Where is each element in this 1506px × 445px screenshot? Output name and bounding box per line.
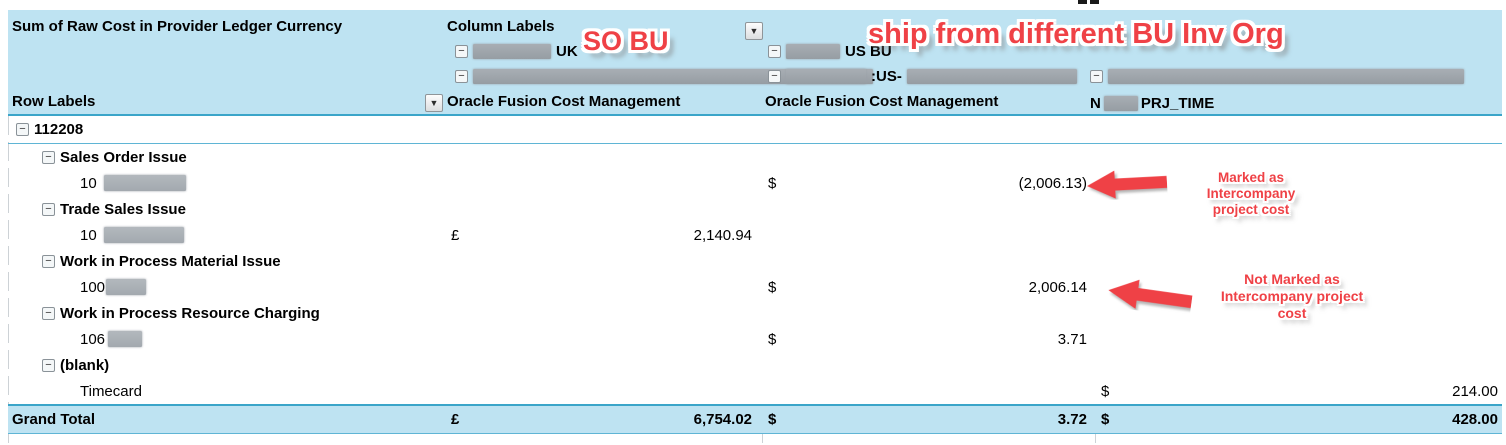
- table-row-category: − Work in Process Resource Charging: [8, 300, 1502, 326]
- group3-source-label: PRJ_TIME: [1140, 94, 1215, 112]
- table-row-item: 10 $ (2,006.13): [8, 170, 1502, 196]
- row-label: 10: [80, 226, 97, 244]
- table-row-item: 106 $3.71: [8, 326, 1502, 352]
- cell-value: 214.00: [1452, 382, 1498, 400]
- cell-value: 2,006.14: [1028, 278, 1087, 296]
- cell-value: (2,006.13): [1018, 174, 1087, 192]
- grand-total-row: Grand Total £6,754.02 $3.72 $428.00: [8, 404, 1502, 434]
- annotation-so-bu: SO BU: [583, 26, 669, 56]
- column-labels-filter-button[interactable]: ▼: [745, 22, 763, 40]
- grand-total-value: 3.72: [1057, 411, 1087, 428]
- redacted-text: [106, 279, 147, 295]
- gridline-stub: [8, 434, 9, 443]
- table-row-item: 10 £2,140.94: [8, 222, 1502, 248]
- collapse-minus-icon[interactable]: −: [455, 69, 468, 83]
- red-arrow-icon: [1087, 170, 1168, 199]
- collapse-minus-icon[interactable]: −: [768, 69, 781, 83]
- group3-source-prefix: N: [1090, 94, 1101, 112]
- annotation-marked-as: Marked as Intercompany project cost: [1206, 170, 1296, 217]
- row-label: 100: [80, 278, 106, 296]
- currency-symbol: $: [768, 330, 777, 348]
- column-group2-org: − :US-: [768, 66, 1077, 86]
- redacted-text: [786, 43, 840, 59]
- redacted-text: [103, 227, 184, 243]
- cell-value: 2,140.94: [693, 226, 752, 244]
- column-labels-header: Column Labels: [447, 18, 555, 35]
- group2-source-header: Oracle Fusion Cost Management: [765, 93, 999, 110]
- redacted-text: [473, 43, 551, 59]
- collapse-minus-icon[interactable]: −: [42, 150, 55, 164]
- row-label: 10: [80, 174, 97, 192]
- column-group1-bu: − UK: [455, 41, 578, 61]
- currency-symbol: $: [1101, 382, 1110, 400]
- redacted-text: [108, 331, 143, 347]
- currency-symbol: £: [451, 226, 460, 244]
- pivot-body: − 112208 − Sales Order Issue 10 $ (2,0: [8, 116, 1502, 404]
- dropdown-arrow-icon: ▼: [429, 98, 439, 108]
- group2-bu-label: US BU: [845, 42, 892, 60]
- collapse-minus-icon[interactable]: −: [42, 202, 55, 216]
- cutoff-text-artifact: [1078, 0, 1087, 4]
- row-label: 106: [80, 330, 106, 348]
- row-label: Trade Sales Issue: [60, 200, 186, 218]
- redacted-text: [1108, 68, 1464, 84]
- collapse-minus-icon[interactable]: −: [42, 254, 55, 268]
- table-row-category: − (blank): [8, 352, 1502, 378]
- row-labels-header: Row Labels: [12, 93, 96, 110]
- red-arrow-icon: [1108, 279, 1193, 309]
- grand-total-label: Grand Total: [12, 411, 96, 428]
- gridline-stub: [762, 434, 763, 443]
- table-row-category: − Trade Sales Issue: [8, 196, 1502, 222]
- currency-symbol: $: [768, 411, 777, 428]
- group2-org-mid: :US-: [871, 67, 902, 85]
- currency-symbol: $: [768, 278, 777, 296]
- gridline-stub: [1095, 434, 1096, 443]
- grand-total-value: 6,754.02: [693, 411, 752, 428]
- collapse-minus-icon[interactable]: −: [455, 44, 468, 58]
- currency-symbol: $: [1101, 411, 1110, 428]
- group1-bu-label: UK: [556, 42, 578, 60]
- table-row-item: 100 $2,006.14: [8, 274, 1502, 300]
- cell-value: 3.71: [1057, 330, 1087, 348]
- row-label: Work in Process Resource Charging: [60, 304, 320, 322]
- row-labels-filter-button[interactable]: ▼: [425, 94, 443, 112]
- cutoff-text-artifact: [1090, 0, 1099, 4]
- currency-symbol: £: [451, 411, 460, 428]
- table-row-project: − 112208: [8, 116, 1502, 144]
- row-label: Work in Process Material Issue: [60, 252, 281, 270]
- pivot-title: Sum of Raw Cost in Provider Ledger Curre…: [12, 18, 343, 35]
- group3-source-header: N PRJ_TIME: [1090, 93, 1214, 113]
- collapse-minus-icon[interactable]: −: [1090, 69, 1103, 83]
- row-label: Timecard: [80, 382, 142, 400]
- table-row-category: − Work in Process Material Issue: [8, 248, 1502, 274]
- collapse-minus-icon[interactable]: −: [16, 123, 29, 136]
- column-group2-bu: − US BU: [768, 41, 892, 61]
- column-group3-org: −: [1090, 66, 1464, 86]
- redacted-text: [906, 68, 1077, 84]
- group1-source-header: Oracle Fusion Cost Management: [447, 93, 681, 110]
- collapse-minus-icon[interactable]: −: [42, 358, 55, 372]
- redacted-text: [786, 68, 866, 84]
- annotation-ship-from: ship from different BU Inv Org: [868, 18, 1284, 50]
- currency-symbol: $: [768, 174, 777, 192]
- annotation-not-marked-as: Not Marked as Intercompany project cost: [1220, 271, 1364, 321]
- dropdown-arrow-icon: ▼: [749, 26, 759, 36]
- table-row-category: − Sales Order Issue: [8, 144, 1502, 170]
- table-row-item: Timecard $214.00: [8, 378, 1502, 404]
- row-label: Sales Order Issue: [60, 148, 187, 166]
- redacted-text: [103, 175, 186, 191]
- redacted-text: [1103, 95, 1138, 111]
- row-label: (blank): [60, 356, 110, 374]
- collapse-minus-icon[interactable]: −: [42, 306, 55, 320]
- grand-total-value: 428.00: [1452, 411, 1498, 428]
- row-label: 112208: [34, 121, 84, 138]
- gridline-stubs: [8, 116, 9, 404]
- collapse-minus-icon[interactable]: −: [768, 44, 781, 58]
- pivot-header-area: Sum of Raw Cost in Provider Ledger Curre…: [8, 10, 1502, 116]
